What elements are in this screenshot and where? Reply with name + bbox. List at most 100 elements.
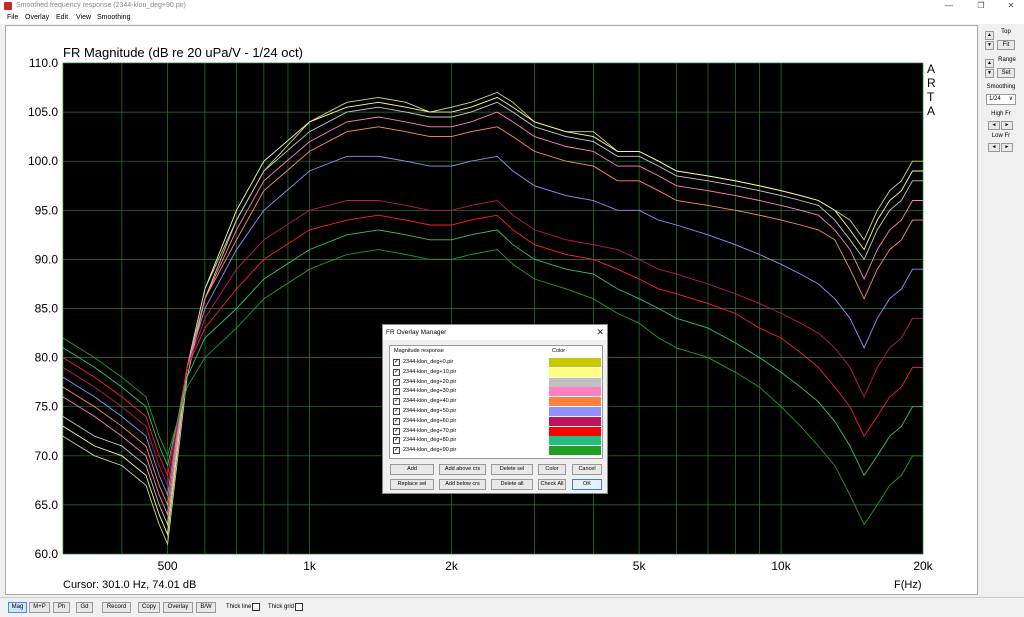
series-line-7 bbox=[62, 214, 923, 477]
smoothing-label: Smoothing bbox=[986, 84, 1016, 90]
overlay-list[interactable]: Magnitude response Color ✓ 2344-klon_deg+… bbox=[389, 345, 603, 459]
color-swatch[interactable] bbox=[549, 377, 601, 387]
right-panel: ▲ Top ▼ Fit ▲ Range ▼ Set Smoothing 1/24… bbox=[980, 25, 1024, 595]
add-above-cursor-button[interactable]: Add above crs bbox=[439, 464, 486, 475]
high-fr-right-button[interactable]: ► bbox=[1001, 121, 1013, 130]
menu-file[interactable]: File bbox=[7, 14, 19, 21]
overlay-checkbox[interactable]: ✓ bbox=[393, 427, 400, 435]
top-up-button[interactable]: ▲ bbox=[985, 31, 994, 40]
color-swatch[interactable] bbox=[549, 407, 601, 416]
color-swatch[interactable] bbox=[549, 426, 601, 436]
y-tick-label: 95.0 bbox=[35, 203, 59, 217]
window-title: Smoothed frequency response (2344-klon_d… bbox=[16, 2, 186, 9]
color-swatch[interactable] bbox=[549, 387, 601, 397]
list-item[interactable]: ✓ 2344-klon_deg+40.pir bbox=[393, 397, 601, 407]
y-axis-ticks: 110.0 105.0 100.0 95.0 90.0 85.0 80.0 75.0 70.0 6… bbox=[28, 56, 58, 561]
x-tick-label: 20k bbox=[913, 559, 933, 573]
low-fr-right-button[interactable]: ► bbox=[1001, 143, 1013, 152]
color-swatch[interactable] bbox=[549, 367, 601, 377]
list-item[interactable]: ✓ 2344-klon_deg+90.pir bbox=[393, 446, 601, 456]
low-fr-left-button[interactable]: ◄ bbox=[988, 143, 1000, 152]
check-all-button[interactable]: Check All bbox=[538, 479, 566, 490]
smoothing-select[interactable]: 1/24 ∨ bbox=[986, 94, 1016, 105]
list-item[interactable]: ✓ 2344-klon_deg+50.pir bbox=[393, 407, 601, 416]
overlay-checkbox[interactable]: ✓ bbox=[393, 388, 400, 396]
add-below-cursor-button[interactable]: Add below crs bbox=[439, 479, 486, 490]
list-item[interactable]: ✓ 2344-klon_deg+80.pir bbox=[393, 436, 601, 446]
delete-all-button[interactable]: Delete all bbox=[491, 479, 533, 490]
menu-overlay[interactable]: Overlay bbox=[25, 14, 50, 21]
color-swatch[interactable] bbox=[549, 416, 601, 426]
color-button[interactable]: Color bbox=[538, 464, 566, 475]
col-header-color: Color bbox=[552, 348, 566, 354]
overlay-checkbox[interactable]: ✓ bbox=[393, 408, 400, 415]
y-tick-label: 105.0 bbox=[28, 105, 58, 119]
range-down-button[interactable]: ▼ bbox=[985, 69, 994, 78]
color-swatch[interactable] bbox=[549, 397, 601, 407]
y-tick-label: 70.0 bbox=[35, 449, 59, 463]
top-label: Top bbox=[1001, 29, 1011, 35]
color-swatch[interactable] bbox=[549, 358, 601, 367]
menu-bar: File Overlay Edit View Smoothing bbox=[0, 12, 1024, 24]
bw-button[interactable]: B/W bbox=[196, 602, 216, 613]
overlay-checkbox[interactable]: ✓ bbox=[393, 437, 400, 445]
overlay-checkbox[interactable]: ✓ bbox=[393, 368, 400, 376]
set-button[interactable]: Set bbox=[997, 68, 1015, 78]
thick-line-checkbox[interactable] bbox=[252, 603, 260, 611]
range-up-button[interactable]: ▲ bbox=[985, 59, 994, 68]
list-item[interactable]: ✓ 2344-klon_deg+10.pir bbox=[393, 367, 601, 377]
dialog-title-bar: FR Overlay Manager ✕ bbox=[383, 325, 607, 340]
add-button[interactable]: Add bbox=[390, 464, 434, 475]
series-line-5 bbox=[62, 155, 923, 497]
x-tick-label: 1k bbox=[303, 559, 317, 573]
overlay-filename: 2344-klon_deg+60.pir bbox=[403, 417, 457, 424]
overlay-checkbox[interactable]: ✓ bbox=[393, 378, 400, 386]
record-button[interactable]: Record bbox=[102, 602, 131, 613]
overlay-button[interactable]: Overlay bbox=[163, 602, 193, 613]
menu-view[interactable]: View bbox=[76, 14, 92, 21]
group-delay-button[interactable]: Gd bbox=[76, 602, 93, 613]
overlay-checkbox[interactable]: ✓ bbox=[393, 447, 400, 455]
watermark-letter: A bbox=[927, 104, 935, 118]
high-fr-left-button[interactable]: ◄ bbox=[988, 121, 1000, 130]
overlay-checkbox[interactable]: ✓ bbox=[393, 359, 400, 366]
list-item[interactable]: ✓ 2344-klon_deg+0.pir bbox=[393, 358, 601, 367]
cancel-button[interactable]: Cancel bbox=[572, 464, 602, 475]
color-swatch[interactable] bbox=[549, 436, 601, 446]
low-fr-label: Low Fr bbox=[991, 133, 1011, 139]
mag-phase-button[interactable]: M+P bbox=[29, 602, 50, 613]
watermark-letter: A bbox=[927, 62, 935, 76]
minimize-button[interactable]: — bbox=[945, 1, 953, 10]
overlay-checkbox[interactable]: ✓ bbox=[393, 398, 400, 406]
frequency-response-chart[interactable]: FR Magnitude (dB re 20 uPa/V - 1/24 oct)… bbox=[6, 26, 977, 594]
restore-button[interactable]: ❐ bbox=[977, 1, 985, 10]
plot-area[interactable]: FR Magnitude (dB re 20 uPa/V - 1/24 oct)… bbox=[5, 25, 978, 595]
mag-button[interactable]: Mag bbox=[8, 602, 27, 613]
fit-button[interactable]: Fit bbox=[997, 40, 1015, 50]
delete-selected-button[interactable]: Delete sel bbox=[491, 464, 533, 475]
close-button[interactable]: ✕ bbox=[1007, 1, 1015, 10]
list-item[interactable]: ✓ 2344-klon_deg+30.pir bbox=[393, 387, 601, 397]
color-swatch[interactable] bbox=[549, 446, 601, 456]
list-item[interactable]: ✓ 2344-klon_deg+20.pir bbox=[393, 377, 601, 387]
overlay-filename: 2344-klon_deg+70.pir bbox=[403, 427, 457, 434]
list-item[interactable]: ✓ 2344-klon_deg+70.pir bbox=[393, 426, 601, 436]
x-tick-label: 2k bbox=[445, 559, 459, 573]
x-axis-ticks: 500 1k 2k 5k 10k 20k bbox=[158, 559, 934, 573]
menu-smoothing[interactable]: Smoothing bbox=[97, 14, 131, 21]
ok-button[interactable]: OK bbox=[572, 479, 602, 490]
phase-button[interactable]: Ph bbox=[53, 602, 70, 613]
dialog-close-icon[interactable]: ✕ bbox=[596, 327, 604, 337]
menu-edit[interactable]: Edit bbox=[56, 14, 69, 21]
top-down-button[interactable]: ▼ bbox=[985, 41, 994, 50]
overlay-checkbox[interactable]: ✓ bbox=[393, 417, 400, 425]
copy-button[interactable]: Copy bbox=[138, 602, 160, 613]
list-item[interactable]: ✓ 2344-klon_deg+60.pir bbox=[393, 416, 601, 426]
cursor-readout: Cursor: 301.0 Hz, 74.01 dB bbox=[63, 579, 196, 591]
thick-grid-checkbox[interactable] bbox=[295, 603, 303, 611]
dialog-title: FR Overlay Manager bbox=[386, 329, 447, 336]
col-header-response: Magnitude response bbox=[394, 348, 444, 354]
replace-selected-button[interactable]: Replace sel bbox=[390, 479, 434, 490]
thick-grid-label: Thick grid bbox=[268, 604, 295, 610]
